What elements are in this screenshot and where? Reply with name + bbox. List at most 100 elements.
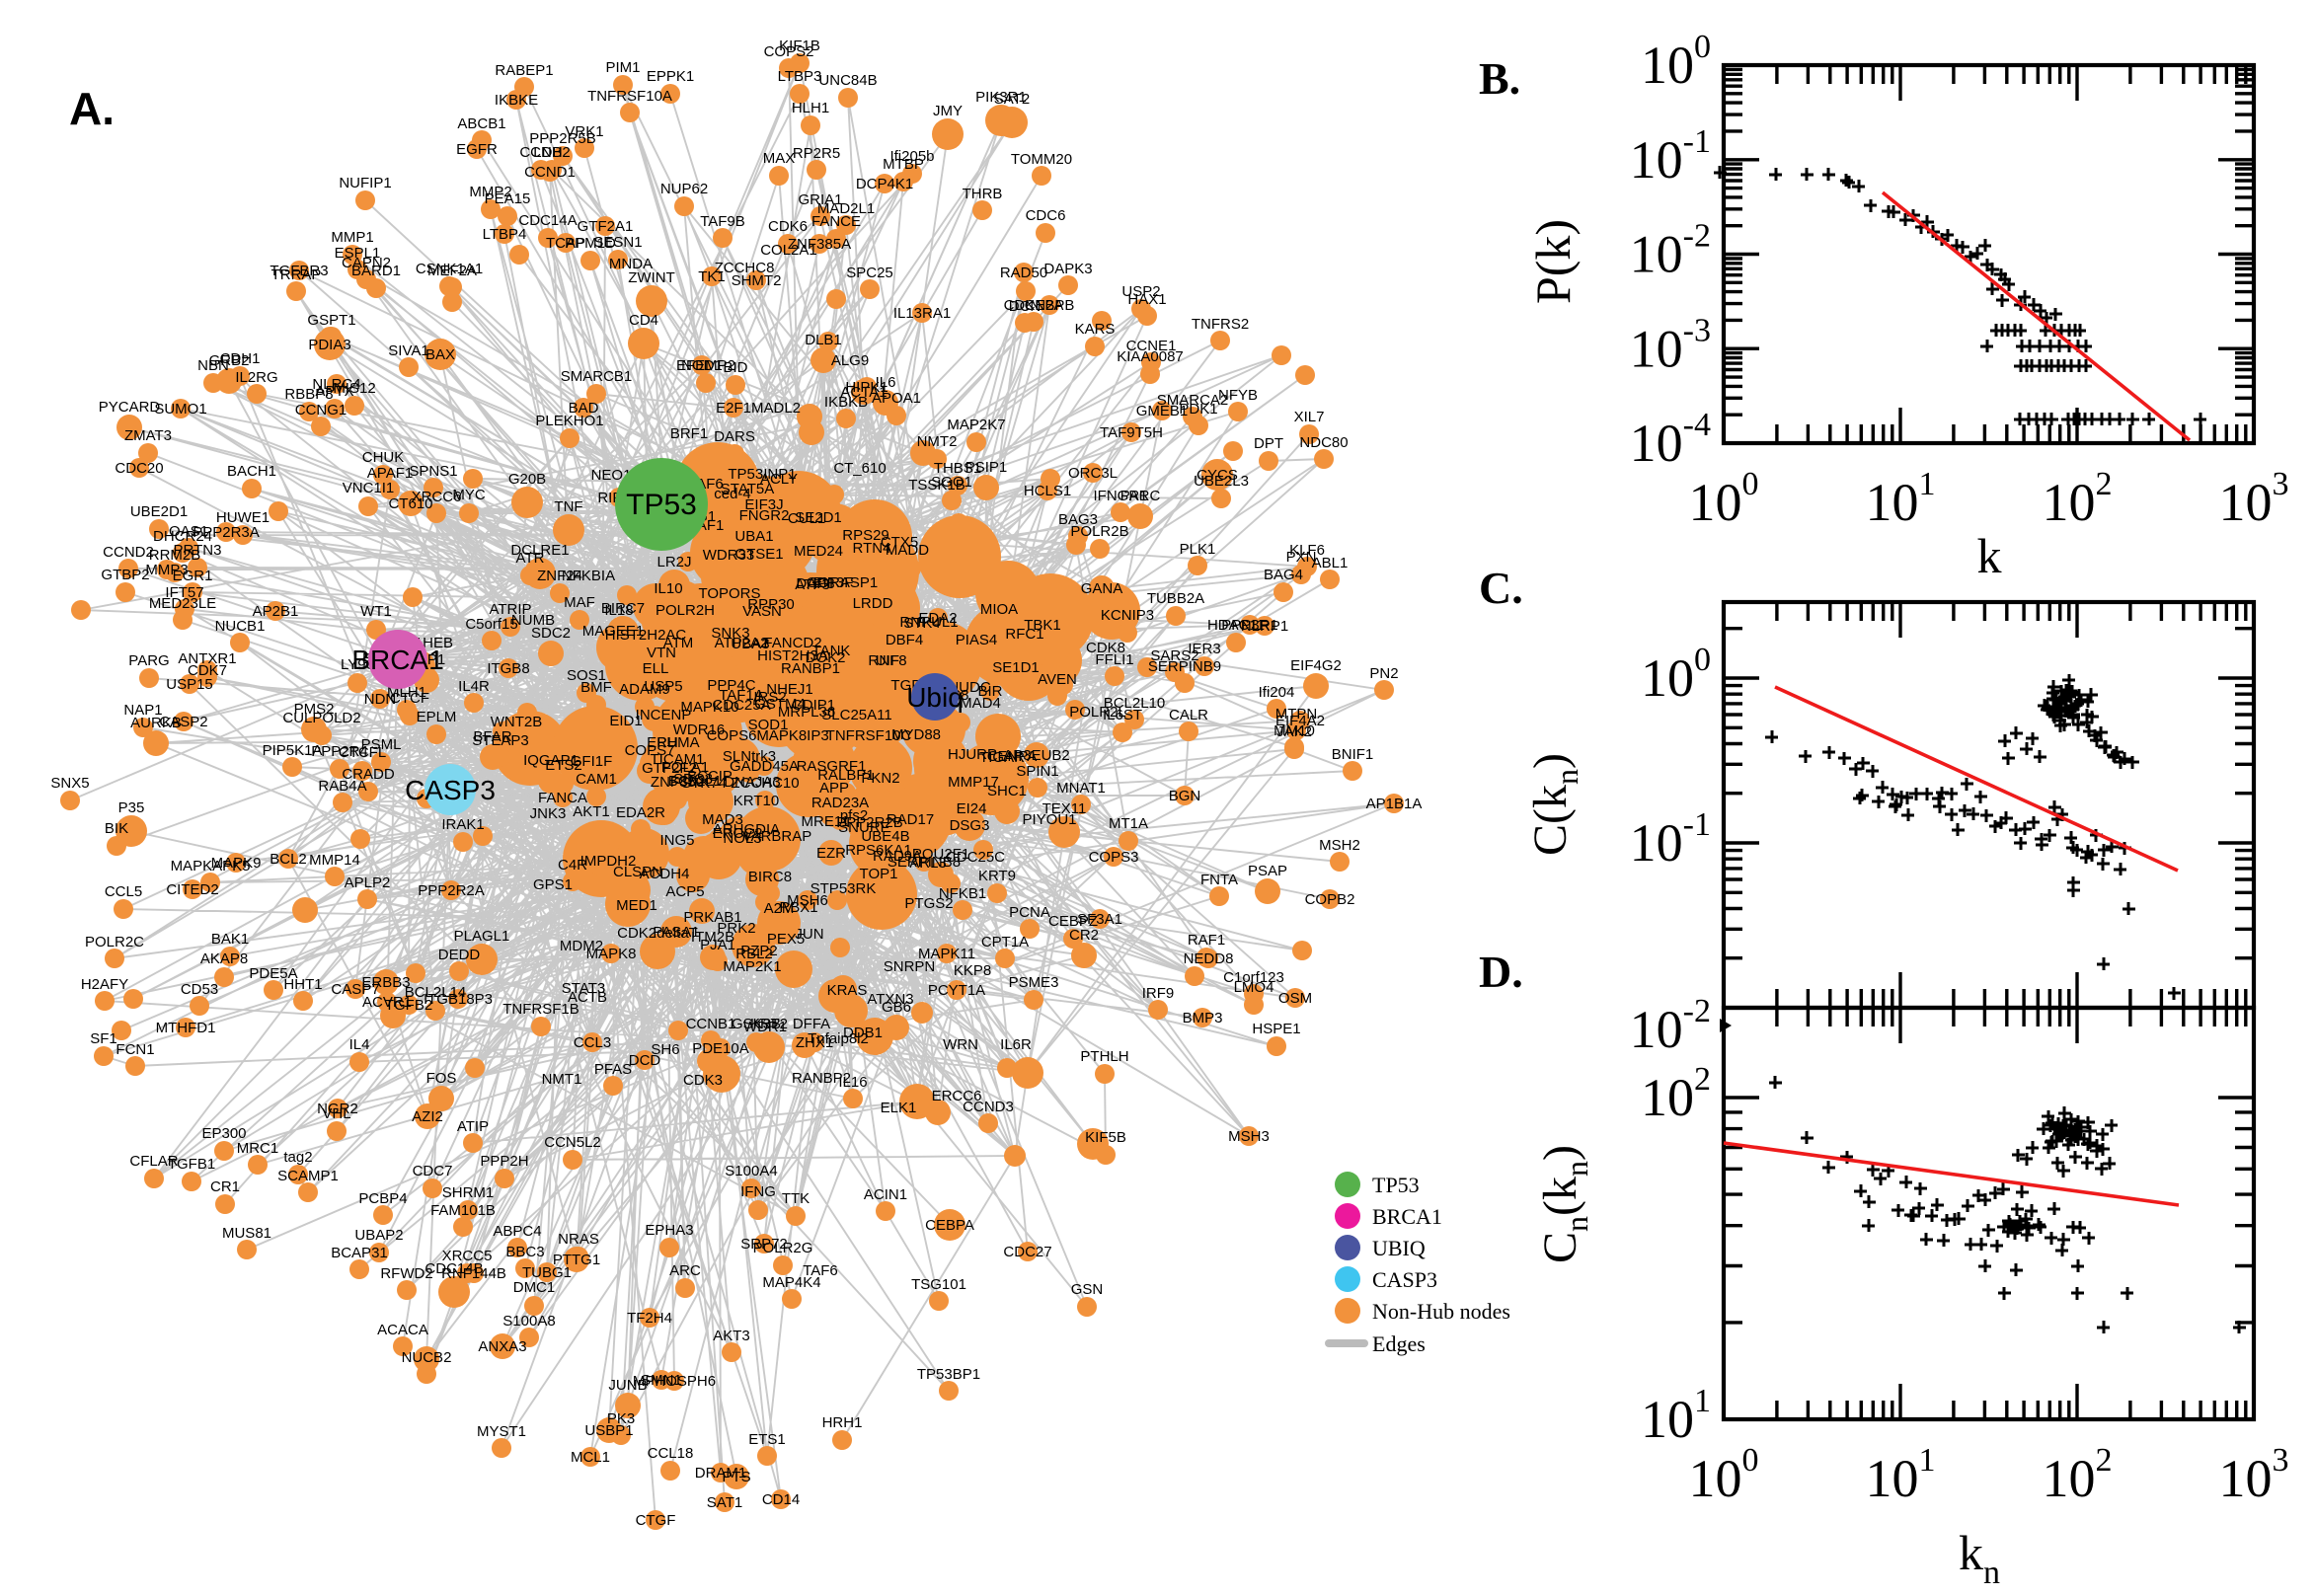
svg-text:LMO4: LMO4 <box>1234 979 1274 996</box>
svg-text:AVEN: AVEN <box>1038 671 1077 688</box>
svg-text:RBX1: RBX1 <box>779 899 817 916</box>
svg-text:PSML: PSML <box>361 736 402 753</box>
svg-text:PEA15: PEA15 <box>485 190 531 207</box>
svg-text:CDK8: CDK8 <box>1086 640 1125 656</box>
svg-text:C4R: C4R <box>558 857 587 874</box>
svg-text:PRTN3: PRTN3 <box>174 542 222 559</box>
svg-text:CDC27: CDC27 <box>1003 1244 1051 1260</box>
svg-text:MAPK8: MAPK8 <box>586 946 637 962</box>
svg-text:CD53: CD53 <box>181 981 218 998</box>
svg-text:ZCCHC8: ZCCHC8 <box>715 260 775 276</box>
svg-text:DFFA: DFFA <box>793 1016 830 1032</box>
svg-text:TNFRSF10C: TNFRSF10C <box>826 727 912 744</box>
svg-text:EGR1: EGR1 <box>173 568 213 584</box>
svg-text:USP15: USP15 <box>166 676 213 693</box>
svg-text:GSN: GSN <box>1071 1281 1104 1298</box>
svg-text:MTPN: MTPN <box>1275 706 1318 722</box>
svg-text:PCNA: PCNA <box>1009 904 1050 921</box>
svg-text:UNC84B: UNC84B <box>818 72 877 89</box>
svg-text:IQGAP1: IQGAP1 <box>523 752 579 769</box>
svg-text:CASP2: CASP2 <box>159 714 207 730</box>
svg-text:DCP4K1: DCP4K1 <box>856 176 913 192</box>
svg-text:GTSE1: GTSE1 <box>734 546 783 563</box>
svg-text:APAF1: APAF1 <box>367 465 413 482</box>
svg-text:CYCS: CYCS <box>1197 467 1238 484</box>
svg-text:HLH1: HLH1 <box>792 100 829 116</box>
svg-text:TP53: TP53 <box>1372 1173 1420 1197</box>
svg-text:NLRC4: NLRC4 <box>312 376 360 393</box>
svg-text:POLR2G: POLR2G <box>753 1240 813 1256</box>
svg-text:BNIF1: BNIF1 <box>1332 746 1374 763</box>
svg-text:SPC25: SPC25 <box>846 265 893 281</box>
svg-text:TP53INP1: TP53INP1 <box>728 466 796 483</box>
svg-text:UBAP2: UBAP2 <box>354 1227 403 1244</box>
svg-text:RAB4A: RAB4A <box>318 778 366 795</box>
svg-text:NUDC: NUDC <box>948 679 990 696</box>
svg-text:TUBB2A: TUBB2A <box>1147 590 1204 607</box>
svg-text:TNFRSF10A: TNFRSF10A <box>587 88 672 105</box>
svg-text:BRCA1: BRCA1 <box>1372 1204 1442 1229</box>
svg-text:ALG9: ALG9 <box>831 352 869 369</box>
svg-text:TICAM1: TICAM1 <box>650 751 704 768</box>
svg-text:ING5: ING5 <box>659 832 694 849</box>
svg-text:ERBB3: ERBB3 <box>361 974 410 991</box>
svg-text:SLC25A11: SLC25A11 <box>821 707 891 723</box>
svg-text:TCAP: TCAP <box>546 235 585 252</box>
svg-text:SPIN1: SPIN1 <box>1016 763 1058 780</box>
svg-text:CTX5: CTX5 <box>881 534 918 551</box>
svg-text:TRRAP: TRRAP <box>271 266 322 283</box>
svg-text:DNAJA3: DNAJA3 <box>724 774 781 791</box>
svg-text:PFAS: PFAS <box>594 1061 632 1078</box>
svg-text:PLEKHO1: PLEKHO1 <box>535 413 603 429</box>
svg-text:PKN2: PKN2 <box>861 770 899 787</box>
svg-text:103: 103 <box>2219 466 2289 532</box>
svg-text:A.: A. <box>69 83 115 134</box>
svg-text:ABCB1: ABCB1 <box>457 115 505 132</box>
svg-text:RRM2B: RRM2B <box>149 547 201 564</box>
svg-text:TP53: TP53 <box>626 489 697 521</box>
svg-text:IKBKE: IKBKE <box>495 92 538 109</box>
svg-text:PIAS4: PIAS4 <box>956 632 998 648</box>
svg-text:CEBPB: CEBPB <box>1025 297 1075 314</box>
svg-text:Ifi204: Ifi204 <box>1259 684 1295 701</box>
svg-text:MAD2L1: MAD2L1 <box>817 200 875 217</box>
svg-text:TAF1A: TAF1A <box>719 687 764 704</box>
svg-text:MADD: MADD <box>886 542 929 559</box>
svg-text:IFNGR1: IFNGR1 <box>1093 488 1147 504</box>
svg-text:POLR2B: POLR2B <box>1070 523 1128 540</box>
svg-text:RAF1: RAF1 <box>1188 932 1225 949</box>
svg-text:BCL2: BCL2 <box>270 851 307 868</box>
svg-text:MTBP: MTBP <box>883 156 924 173</box>
svg-text:MED24: MED24 <box>794 543 843 560</box>
svg-text:TBK1: TBK1 <box>1024 617 1061 634</box>
svg-text:AP1B1A: AP1B1A <box>1366 796 1423 812</box>
svg-text:ELK1: ELK1 <box>881 1100 917 1116</box>
svg-text:PASA1: PASA1 <box>653 924 699 941</box>
svg-text:SLNtrk3: SLNtrk3 <box>723 748 776 765</box>
svg-text:BMF: BMF <box>580 679 612 696</box>
svg-text:SRP72: SRP72 <box>740 1236 788 1253</box>
svg-text:GADD45A: GADD45A <box>730 758 799 775</box>
svg-text:HIPK1: HIPK1 <box>845 379 888 396</box>
svg-text:SE2D1: SE2D1 <box>795 509 842 526</box>
svg-text:Ifi205b: Ifi205b <box>889 148 934 165</box>
svg-text:TAF9B: TAF9B <box>700 213 745 230</box>
svg-text:IL4: IL4 <box>349 1036 370 1053</box>
svg-text:NFYB: NFYB <box>1218 387 1258 404</box>
svg-text:NMT1: NMT1 <box>542 1071 582 1088</box>
svg-text:COPS7: COPS7 <box>625 742 675 759</box>
svg-text:ZHX1: ZHX1 <box>796 1034 833 1051</box>
svg-text:PIK3R1: PIK3R1 <box>975 89 1027 106</box>
svg-text:COPB2: COPB2 <box>1305 891 1355 908</box>
svg-text:LRDD: LRDD <box>853 595 893 612</box>
svg-text:IL16: IL16 <box>838 1074 867 1091</box>
svg-text:COPS2: COPS2 <box>764 43 814 60</box>
svg-text:USP2: USP2 <box>1121 283 1160 300</box>
svg-text:MMP3: MMP3 <box>145 562 188 578</box>
svg-text:C.: C. <box>1479 563 1523 613</box>
svg-text:SF1: SF1 <box>90 1030 117 1047</box>
svg-text:DBF4: DBF4 <box>886 632 923 648</box>
svg-text:PCYT1A: PCYT1A <box>928 982 985 999</box>
svg-text:MMP2: MMP2 <box>469 184 511 200</box>
svg-text:PDE10A: PDE10A <box>692 1040 749 1057</box>
